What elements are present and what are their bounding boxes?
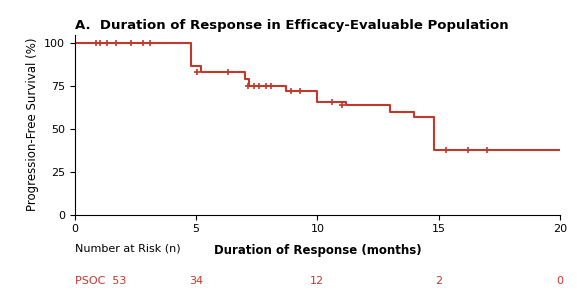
Text: Number at Risk (n): Number at Risk (n) xyxy=(75,244,181,253)
Text: 12: 12 xyxy=(310,276,324,285)
Y-axis label: Progression-Free Survival (%): Progression-Free Survival (%) xyxy=(26,38,39,211)
Text: 2: 2 xyxy=(435,276,442,285)
Text: Duration of Response (months): Duration of Response (months) xyxy=(213,244,421,257)
Text: 34: 34 xyxy=(189,276,203,285)
Text: PSOC  53: PSOC 53 xyxy=(75,276,126,285)
Text: 0: 0 xyxy=(556,276,563,285)
Text: A.  Duration of Response in Efficacy-Evaluable Population: A. Duration of Response in Efficacy-Eval… xyxy=(75,19,509,32)
